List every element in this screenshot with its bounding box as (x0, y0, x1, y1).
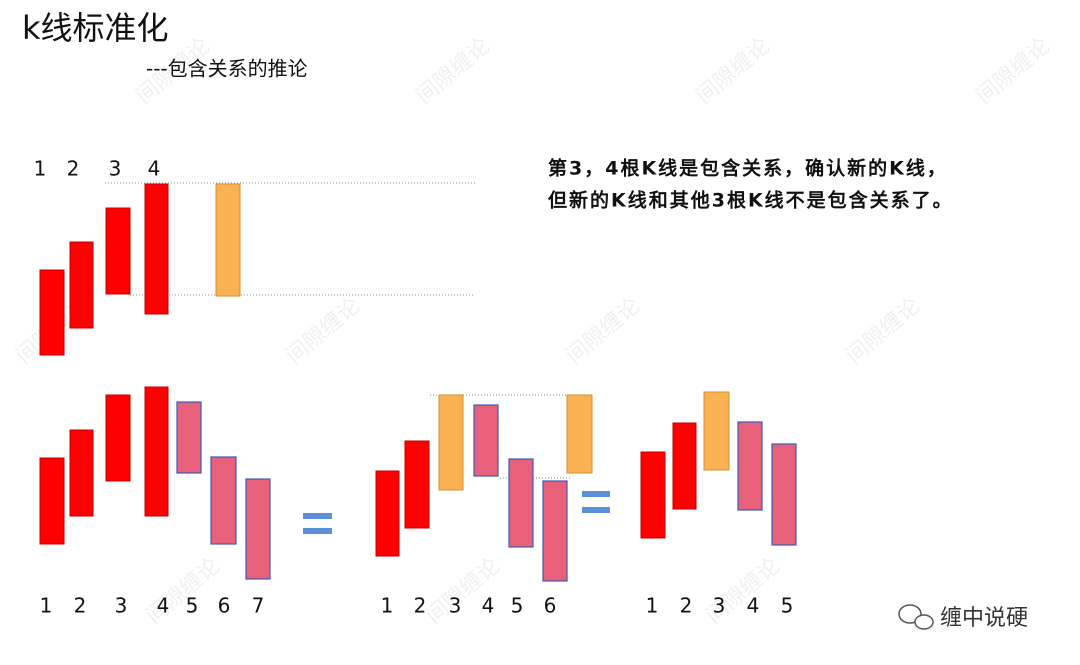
candle (39, 269, 65, 356)
candle (245, 478, 271, 580)
candle-label: 5 (511, 594, 524, 618)
candle (144, 386, 169, 517)
candle-label: 3 (115, 594, 128, 618)
candle-label: 3 (449, 594, 462, 618)
candle-label: 1 (381, 594, 394, 618)
brand-icon (898, 604, 934, 630)
candle (69, 429, 94, 517)
candle (672, 422, 697, 510)
candle (375, 470, 400, 557)
candle (69, 241, 94, 329)
candle-label: 1 (40, 594, 53, 618)
equals-sign (303, 528, 332, 534)
candle (508, 458, 534, 548)
title: k线标准化 (22, 9, 169, 47)
candle-label: 4 (157, 594, 170, 618)
candle (771, 443, 797, 546)
watermark: 间隙缠论 (692, 33, 775, 109)
candle (703, 391, 730, 471)
candle-label: 4 (747, 594, 760, 618)
candle (176, 401, 202, 474)
candle-label: 5 (186, 594, 199, 618)
candle-label: 2 (74, 594, 87, 618)
candle-label: 2 (414, 594, 427, 618)
watermark: 间隙缠论 (412, 33, 495, 109)
candle-label: 2 (680, 594, 693, 618)
merged-candle (566, 394, 593, 474)
candle (210, 456, 237, 545)
candle (438, 394, 464, 491)
note-line: 第3，4根K线是包含关系，确认新的K线， (548, 157, 948, 180)
candle (404, 440, 430, 529)
candle (542, 480, 568, 582)
equals-sign (303, 513, 332, 519)
subtitle: ---包含关系的推论 (146, 57, 308, 81)
candle (473, 404, 499, 477)
equals-sign (582, 491, 610, 497)
watermark: 间隙缠论 (972, 33, 1055, 109)
candle (105, 394, 131, 482)
watermark: 间隙缠论 (702, 553, 785, 629)
watermark: 间隙缠论 (842, 293, 925, 369)
candle (737, 421, 763, 511)
candle-label: 3 (109, 157, 122, 181)
watermark: 间隙缠论 (422, 553, 505, 629)
candle-label: 6 (544, 594, 557, 618)
brand: 缠中说硬 (940, 606, 1028, 631)
candle-label: 1 (34, 157, 47, 181)
note-line: 但新的K线和其他3根K线不是包含关系了。 (548, 189, 954, 212)
candle (640, 451, 666, 539)
candle-label: 3 (713, 594, 726, 618)
candle-label: 1 (646, 594, 659, 618)
watermark: 间隙缠论 (142, 553, 225, 629)
candle-label: 4 (482, 594, 495, 618)
candle-label: 7 (252, 594, 265, 618)
candle (39, 457, 65, 545)
merged-candle (215, 183, 241, 297)
candle-label: 4 (148, 157, 161, 181)
watermark: 间隙缠论 (282, 293, 365, 369)
candle (144, 183, 169, 315)
candle (105, 207, 131, 295)
equals-sign (582, 507, 610, 513)
candle-label: 5 (781, 594, 794, 618)
watermark: 间隙缠论 (562, 293, 645, 369)
candle-label: 6 (218, 594, 231, 618)
candle-label: 2 (67, 157, 80, 181)
